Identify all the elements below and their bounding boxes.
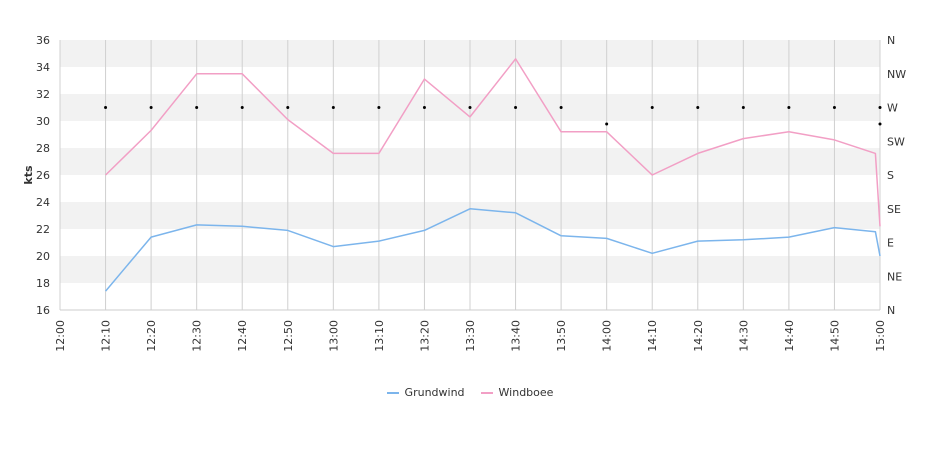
y-tick-label: 34: [36, 61, 50, 74]
direction-axis-labels: N NE E SE S SW W NW N: [887, 34, 906, 317]
y-tick-label: 32: [36, 88, 50, 101]
legend-swatch-grundwind: [386, 391, 399, 394]
x-tick-label: 14:50: [828, 320, 841, 352]
direction-tick-label: SE: [887, 203, 901, 216]
x-tick-label: 14:20: [692, 320, 705, 352]
direction-marker: [559, 106, 563, 109]
legend-swatch-windboee: [480, 391, 493, 394]
y-tick-label: 24: [36, 196, 50, 209]
x-tick-label: 14:00: [601, 320, 614, 352]
direction-marker: [878, 106, 882, 109]
x-tick-label: 14:40: [783, 320, 796, 352]
direction-marker: [741, 106, 745, 109]
direction-marker: [605, 122, 609, 126]
direction-marker: [468, 106, 472, 109]
x-tick-label: 14:30: [737, 320, 750, 352]
y-tick-label: 22: [36, 223, 50, 236]
x-tick-label: 12:50: [282, 320, 295, 352]
y-tick-label: 18: [36, 277, 50, 290]
y-tick-label: 36: [36, 34, 50, 47]
y-tick-label: 16: [36, 304, 50, 317]
x-tick-label: 13:10: [373, 320, 386, 352]
direction-marker: [422, 106, 426, 109]
direction-tick-label: N: [887, 34, 895, 47]
direction-tick-label: W: [887, 102, 898, 115]
legend-label-windboee: Windboee: [498, 386, 554, 399]
x-tick-label: 15:00: [874, 320, 887, 352]
direction-marker: [878, 122, 882, 126]
legend-item-windboee[interactable]: Windboee: [480, 386, 554, 399]
direction-marker: [286, 106, 290, 109]
x-tick-label: 12:00: [54, 320, 67, 352]
x-tick-label: 12:10: [100, 320, 113, 352]
x-gridlines: [59, 40, 881, 310]
x-tick-label: 13:50: [555, 320, 568, 352]
y-axis-title: kts: [22, 165, 35, 185]
legend-label-grundwind: Grundwind: [404, 386, 465, 399]
x-tick-label: 14:10: [646, 320, 659, 352]
direction-tick-label: E: [887, 237, 894, 250]
x-tick-label: 13:30: [464, 320, 477, 352]
legend-item-grundwind[interactable]: Grundwind: [386, 386, 465, 399]
direction-marker: [832, 106, 836, 109]
y-tick-label: 26: [36, 169, 50, 182]
x-tick-label: 13:20: [418, 320, 431, 352]
legend: Grundwind Windboee: [0, 386, 940, 399]
direction-marker: [195, 106, 199, 109]
direction-markers: [104, 106, 882, 126]
y-tick-label: 30: [36, 115, 50, 128]
series-line-windboee: [105, 58, 881, 227]
series-line-grundwind: [105, 208, 881, 292]
x-tick-label: 12:20: [145, 320, 158, 352]
direction-marker: [240, 106, 244, 109]
direction-marker: [104, 106, 108, 109]
series-lines: [105, 58, 881, 292]
x-tick-label: 12:30: [191, 320, 204, 352]
direction-marker: [650, 106, 654, 109]
direction-marker: [696, 106, 700, 109]
direction-marker: [149, 106, 153, 109]
direction-tick-label: NW: [887, 68, 906, 81]
y-tick-label: 20: [36, 250, 50, 263]
direction-tick-label: SW: [887, 135, 905, 148]
y-tick-label: 28: [36, 142, 50, 155]
direction-marker: [377, 106, 381, 109]
y-axis-labels: 16 18 20 22 24 26 28 30 32 34 36: [36, 34, 50, 317]
direction-marker: [514, 106, 518, 109]
direction-tick-label: S: [887, 169, 894, 182]
x-tick-label: 12:40: [236, 320, 249, 352]
x-tick-label: 13:00: [327, 320, 340, 352]
direction-tick-label: N: [887, 304, 895, 317]
direction-marker: [331, 106, 335, 109]
x-axis-labels: 12:00 12:10 12:20 12:30 12:40 12:50 13:00 13:10…: [54, 320, 887, 352]
direction-tick-label: NE: [887, 270, 902, 283]
x-tick-label: 13:40: [510, 320, 523, 352]
direction-marker: [787, 106, 791, 109]
